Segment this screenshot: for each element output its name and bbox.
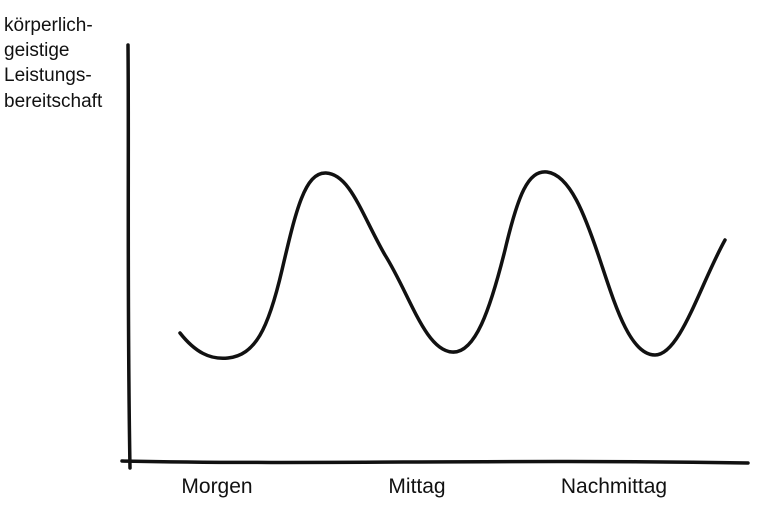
y-axis (126, 43, 132, 470)
x-axis-label: Mittag (388, 475, 445, 498)
performance-curve (178, 170, 727, 361)
x-axis-label: Morgen (181, 475, 252, 498)
y-axis-label-line: geistige (4, 40, 70, 61)
x-axis-label: Nachmittag (561, 475, 667, 498)
y-axis-label-line: Leistungs- (4, 65, 92, 86)
x-axis (120, 459, 750, 465)
y-axis-label-line: körperlich- (4, 15, 93, 36)
y-axis-label-line: bereitschaft (4, 91, 103, 112)
